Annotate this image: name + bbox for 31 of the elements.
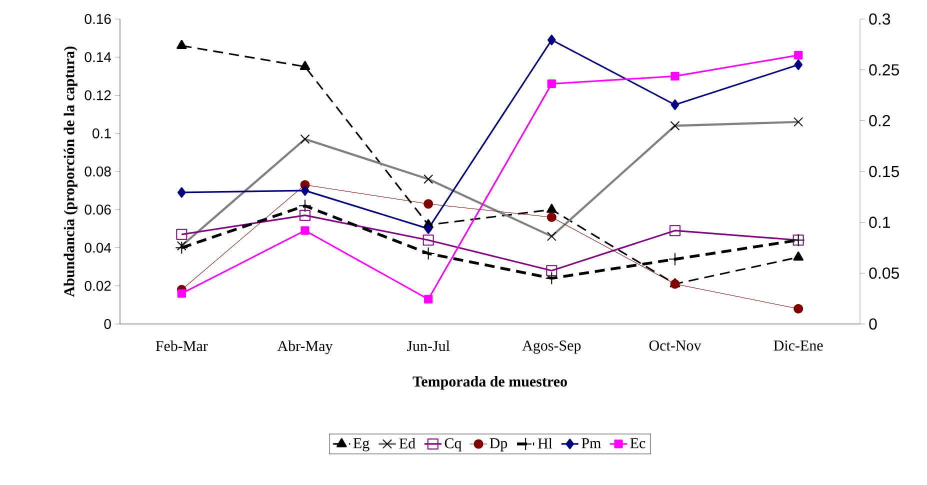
- x-axis-title: Temporada de muestreo: [412, 376, 567, 390]
- y-axis-title: Abundancia (proporción de la captura): [64, 46, 78, 297]
- y-tick-label: 0.16: [84, 14, 111, 24]
- y-tick-label: 0.08: [84, 166, 111, 176]
- y2-tick-label: 0.1: [869, 216, 890, 228]
- legend-label: Pm: [582, 438, 601, 448]
- y-tick-label: 0: [104, 319, 111, 329]
- y-tick-label: 0.1: [92, 128, 111, 138]
- y-tick-label: 0.12: [84, 90, 111, 100]
- y2-tick-label: 0.2: [869, 115, 890, 126]
- y-tick-label: 0.02: [84, 280, 111, 291]
- legend-label: Hl: [538, 438, 552, 448]
- x-tick-label: Jun-Jul: [406, 340, 450, 352]
- legend-label: Cq: [444, 438, 462, 452]
- x-tick-label: Dic-Ene: [774, 340, 823, 351]
- y-tick-label: 0.04: [84, 242, 112, 253]
- legend-label: Ec: [630, 438, 646, 448]
- y-tick-label: 0.14: [84, 52, 112, 62]
- legend-label: Eg: [353, 438, 370, 452]
- y2-tick-label: 0: [869, 318, 877, 330]
- legend-label: Dp: [490, 438, 508, 452]
- y2-tick-label: 0.05: [869, 268, 900, 279]
- y-tick-label: 0.06: [84, 204, 111, 215]
- y2-tick-label: 0.3: [869, 13, 890, 25]
- x-tick-label: Oct-Nov: [649, 340, 702, 351]
- y2-tick-label: 0.25: [869, 64, 900, 76]
- x-tick-label: Agos-Sep: [522, 340, 581, 354]
- x-tick-label: Feb-Mar: [156, 340, 208, 352]
- legend-label: Ed: [399, 438, 416, 449]
- y2-tick-label: 0.15: [869, 166, 900, 178]
- x-tick-label: Abr-May: [277, 340, 333, 354]
